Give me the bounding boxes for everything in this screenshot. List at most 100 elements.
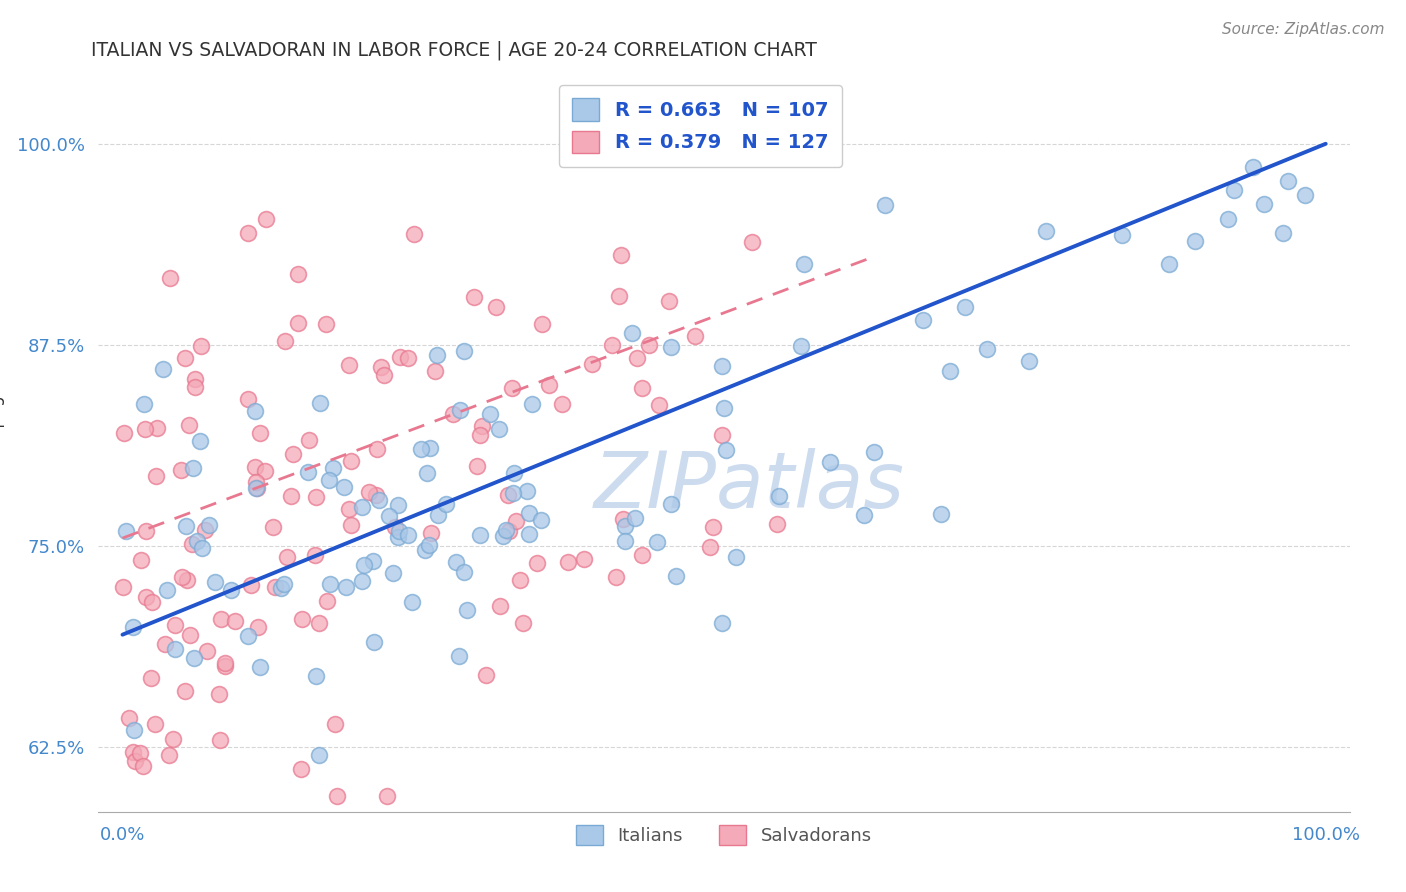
Point: [350, 500, 373, 514]
Point: [853, 508, 876, 522]
Point: [502, 485, 524, 500]
Point: [245, 481, 267, 495]
Point: [247, 619, 270, 633]
Point: [416, 466, 439, 480]
Point: [318, 577, 340, 591]
Point: [135, 591, 157, 605]
Point: [1111, 227, 1133, 242]
Point: [112, 425, 135, 440]
Point: [505, 514, 527, 528]
Point: [350, 574, 373, 588]
Point: [274, 334, 297, 348]
Point: [368, 493, 391, 508]
Point: [190, 541, 212, 556]
Point: [357, 485, 380, 500]
Point: [280, 489, 302, 503]
Point: [741, 235, 763, 250]
Point: [254, 464, 277, 478]
Point: [1184, 235, 1206, 249]
Point: [197, 517, 219, 532]
Point: [449, 648, 471, 663]
Point: [157, 747, 180, 762]
Point: [441, 407, 464, 421]
Point: [426, 349, 449, 363]
Point: [315, 594, 337, 608]
Point: [1223, 183, 1246, 197]
Point: [173, 684, 195, 698]
Point: [485, 300, 508, 314]
Point: [377, 789, 399, 803]
Point: [648, 398, 671, 412]
Point: [645, 535, 668, 549]
Point: [793, 257, 815, 271]
Point: [304, 548, 326, 562]
Point: [453, 343, 475, 358]
Point: [129, 746, 152, 760]
Point: [710, 428, 733, 442]
Point: [162, 731, 184, 746]
Point: [273, 577, 295, 591]
Point: [111, 580, 134, 594]
Point: [517, 526, 540, 541]
Point: [572, 552, 595, 566]
Point: [181, 460, 204, 475]
Point: [631, 548, 654, 562]
Point: [488, 422, 510, 436]
Point: [389, 350, 412, 364]
Point: [713, 401, 735, 415]
Point: [134, 397, 156, 411]
Point: [214, 656, 236, 670]
Point: [659, 340, 682, 354]
Point: [683, 328, 706, 343]
Point: [423, 364, 446, 378]
Point: [516, 483, 538, 498]
Point: [291, 612, 314, 626]
Point: [1241, 160, 1264, 174]
Point: [115, 524, 138, 539]
Point: [605, 570, 627, 584]
Point: [333, 480, 356, 494]
Y-axis label: In Labor Force | Age 20-24: In Labor Force | Age 20-24: [0, 332, 6, 551]
Point: [614, 519, 637, 533]
Text: ZIPatlas: ZIPatlas: [593, 448, 904, 524]
Text: Source: ZipAtlas.com: Source: ZipAtlas.com: [1222, 22, 1385, 37]
Point: [396, 528, 419, 542]
Point: [665, 569, 688, 583]
Point: [557, 555, 579, 569]
Point: [526, 557, 548, 571]
Point: [1253, 197, 1275, 211]
Point: [141, 671, 163, 685]
Point: [308, 748, 330, 763]
Point: [290, 762, 312, 776]
Point: [322, 461, 344, 475]
Point: [1218, 211, 1240, 226]
Point: [335, 580, 357, 594]
Point: [118, 711, 141, 725]
Point: [204, 574, 226, 589]
Point: [419, 441, 441, 455]
Point: [873, 198, 896, 212]
Point: [538, 378, 561, 392]
Point: [388, 524, 411, 538]
Point: [195, 643, 218, 657]
Point: [426, 508, 449, 522]
Point: [174, 519, 197, 533]
Point: [145, 468, 167, 483]
Point: [929, 507, 952, 521]
Point: [224, 614, 246, 628]
Point: [131, 552, 153, 566]
Point: [387, 531, 409, 545]
Point: [361, 554, 384, 568]
Point: [418, 538, 440, 552]
Point: [953, 300, 976, 314]
Point: [283, 447, 305, 461]
Point: [434, 497, 457, 511]
Point: [141, 595, 163, 609]
Point: [768, 489, 790, 503]
Point: [498, 524, 520, 538]
Point: [531, 317, 554, 331]
Point: [124, 754, 146, 768]
Point: [254, 211, 277, 226]
Point: [156, 583, 179, 598]
Point: [581, 357, 603, 371]
